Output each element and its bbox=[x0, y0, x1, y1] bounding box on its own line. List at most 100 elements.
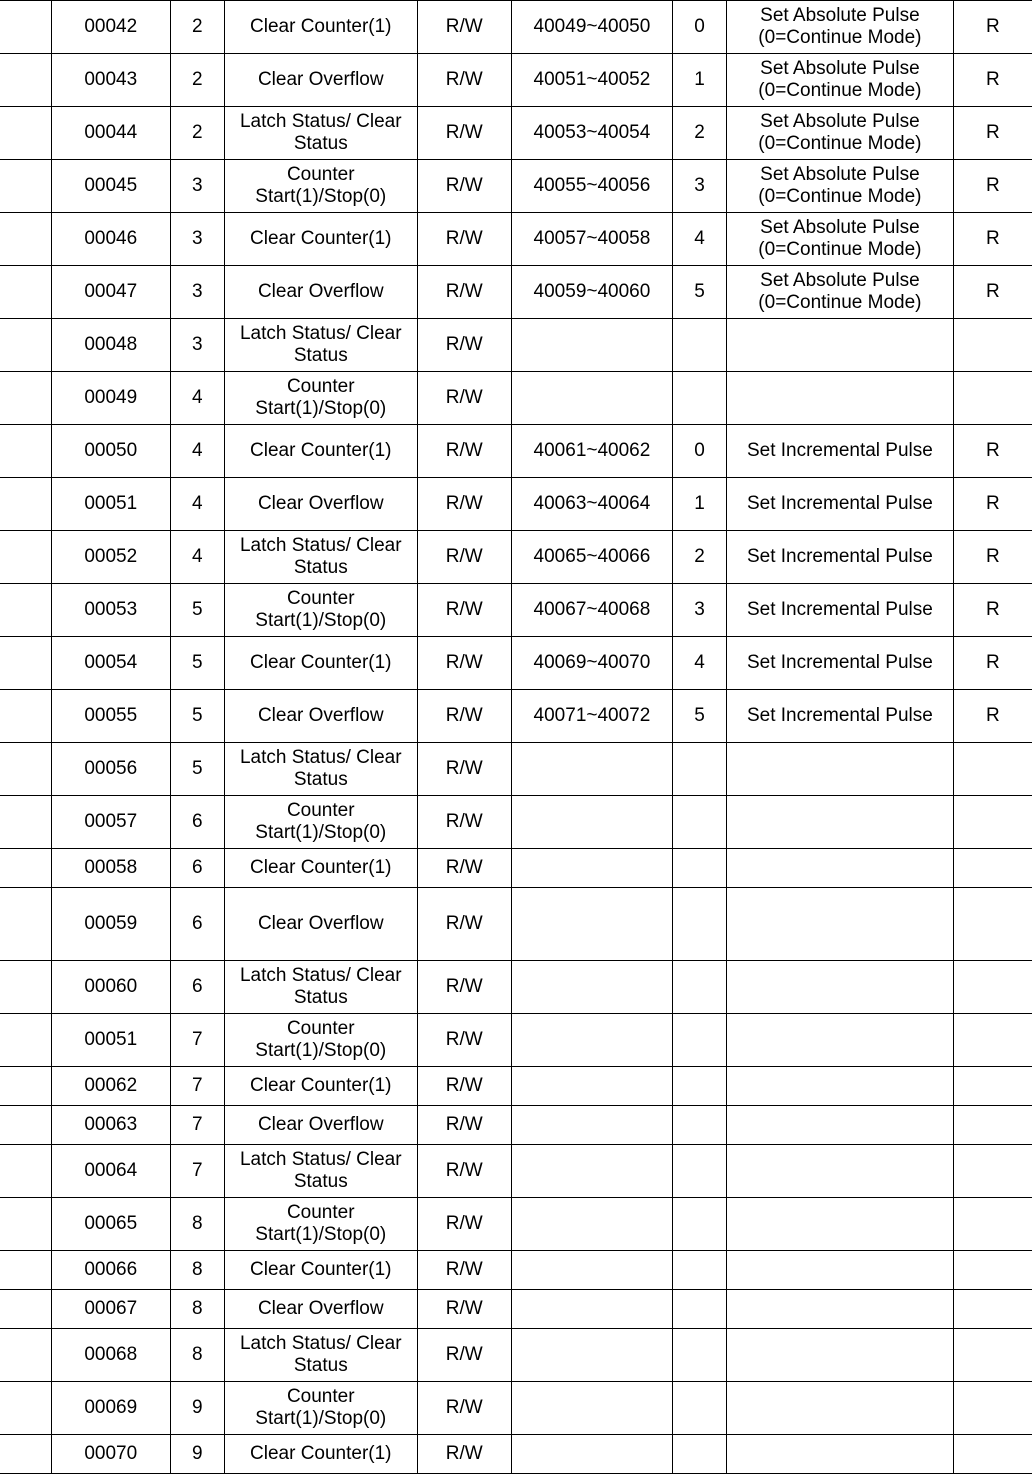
table-cell: 40069~40070 bbox=[511, 637, 672, 690]
table-cell bbox=[726, 1067, 953, 1106]
table-cell: R/W bbox=[417, 1, 511, 54]
table-cell: Latch Status/ Clear Status bbox=[224, 1145, 417, 1198]
table-cell: Counter Start(1)/Stop(0) bbox=[224, 1014, 417, 1067]
table-row: 000432Clear OverflowR/W40051~400521Set A… bbox=[0, 54, 1032, 107]
table-row: 000422Clear Counter(1)R/W40049~400500Set… bbox=[0, 1, 1032, 54]
table-cell: R bbox=[953, 637, 1032, 690]
table-cell: 6 bbox=[170, 888, 224, 961]
table-cell bbox=[511, 372, 672, 425]
table-cell: R/W bbox=[417, 1290, 511, 1329]
table-cell bbox=[953, 1198, 1032, 1251]
table-cell: Latch Status/ Clear Status bbox=[224, 961, 417, 1014]
table-cell: R bbox=[953, 266, 1032, 319]
table-row: 000517Counter Start(1)/Stop(0)R/W bbox=[0, 1014, 1032, 1067]
table-cell: 3 bbox=[673, 160, 727, 213]
table-cell: Set Incremental Pulse bbox=[726, 637, 953, 690]
table-cell: 9 bbox=[170, 1382, 224, 1435]
table-cell bbox=[673, 1067, 727, 1106]
table-cell bbox=[673, 1382, 727, 1435]
table-cell bbox=[673, 1014, 727, 1067]
table-cell: Set Incremental Pulse bbox=[726, 425, 953, 478]
table-cell: 00051 bbox=[51, 1014, 170, 1067]
table-cell bbox=[0, 266, 51, 319]
table-cell: Set Incremental Pulse bbox=[726, 478, 953, 531]
table-cell: 7 bbox=[170, 1106, 224, 1145]
table-row: 000688Latch Status/ Clear StatusR/W bbox=[0, 1329, 1032, 1382]
table-cell: R/W bbox=[417, 1435, 511, 1474]
table-cell: R/W bbox=[417, 213, 511, 266]
table-cell: 00062 bbox=[51, 1067, 170, 1106]
table-cell bbox=[953, 961, 1032, 1014]
table-cell: 6 bbox=[170, 796, 224, 849]
table-cell: R/W bbox=[417, 888, 511, 961]
table-cell: 1 bbox=[673, 54, 727, 107]
table-row: 000555Clear OverflowR/W40071~400725Set I… bbox=[0, 690, 1032, 743]
table-cell: Clear Counter(1) bbox=[224, 1, 417, 54]
table-row: 000524Latch Status/ Clear StatusR/W40065… bbox=[0, 531, 1032, 584]
table-cell: Latch Status/ Clear Status bbox=[224, 107, 417, 160]
table-cell bbox=[953, 319, 1032, 372]
table-cell bbox=[0, 1106, 51, 1145]
table-cell bbox=[953, 796, 1032, 849]
table-cell: Counter Start(1)/Stop(0) bbox=[224, 1382, 417, 1435]
table-cell: 5 bbox=[170, 690, 224, 743]
table-cell: 7 bbox=[170, 1067, 224, 1106]
table-cell: 4 bbox=[170, 531, 224, 584]
table-cell: R/W bbox=[417, 1198, 511, 1251]
table-row: 000535Counter Start(1)/Stop(0)R/W40067~4… bbox=[0, 584, 1032, 637]
table-cell: 2 bbox=[170, 107, 224, 160]
table-cell: 00055 bbox=[51, 690, 170, 743]
table-row: 000473Clear OverflowR/W40059~400605Set A… bbox=[0, 266, 1032, 319]
table-cell bbox=[726, 888, 953, 961]
table-cell: 0 bbox=[673, 1, 727, 54]
table-cell: R/W bbox=[417, 425, 511, 478]
table-cell bbox=[726, 372, 953, 425]
table-cell bbox=[511, 849, 672, 888]
table-cell bbox=[0, 690, 51, 743]
table-cell: Clear Overflow bbox=[224, 690, 417, 743]
table-cell: R bbox=[953, 54, 1032, 107]
table-cell: R/W bbox=[417, 107, 511, 160]
table-cell bbox=[0, 213, 51, 266]
table-cell: Latch Status/ Clear Status bbox=[224, 319, 417, 372]
table-cell bbox=[0, 425, 51, 478]
table-cell: 3 bbox=[170, 160, 224, 213]
table-cell: 00070 bbox=[51, 1435, 170, 1474]
table-cell: 00066 bbox=[51, 1251, 170, 1290]
table-cell: R/W bbox=[417, 690, 511, 743]
table-cell: 4 bbox=[170, 372, 224, 425]
table-cell: 40065~40066 bbox=[511, 531, 672, 584]
table-cell: 00053 bbox=[51, 584, 170, 637]
table-cell bbox=[673, 1198, 727, 1251]
table-cell: 3 bbox=[170, 319, 224, 372]
table-cell: 9 bbox=[170, 1435, 224, 1474]
table-cell: 00060 bbox=[51, 961, 170, 1014]
table-cell bbox=[726, 849, 953, 888]
table-cell bbox=[0, 319, 51, 372]
table-cell: Clear Overflow bbox=[224, 266, 417, 319]
table-cell bbox=[726, 1435, 953, 1474]
table-cell: 2 bbox=[673, 531, 727, 584]
table-cell: Counter Start(1)/Stop(0) bbox=[224, 160, 417, 213]
table-cell bbox=[953, 1290, 1032, 1329]
table-cell: 4 bbox=[673, 213, 727, 266]
table-cell: 2 bbox=[170, 1, 224, 54]
table-cell bbox=[511, 796, 672, 849]
table-cell: R/W bbox=[417, 266, 511, 319]
table-cell bbox=[673, 796, 727, 849]
table-cell: 00064 bbox=[51, 1145, 170, 1198]
table-cell bbox=[673, 1106, 727, 1145]
table-cell: Set Absolute Pulse (0=Continue Mode) bbox=[726, 107, 953, 160]
table-cell: Set Incremental Pulse bbox=[726, 531, 953, 584]
table-cell bbox=[0, 1145, 51, 1198]
table-cell: Set Absolute Pulse (0=Continue Mode) bbox=[726, 54, 953, 107]
table-cell: R/W bbox=[417, 743, 511, 796]
table-cell bbox=[0, 1382, 51, 1435]
table-cell bbox=[0, 961, 51, 1014]
table-cell: 00058 bbox=[51, 849, 170, 888]
table-cell: Set Absolute Pulse (0=Continue Mode) bbox=[726, 1, 953, 54]
table-cell bbox=[953, 743, 1032, 796]
table-cell bbox=[726, 319, 953, 372]
table-cell: 5 bbox=[170, 637, 224, 690]
table-cell: 00050 bbox=[51, 425, 170, 478]
